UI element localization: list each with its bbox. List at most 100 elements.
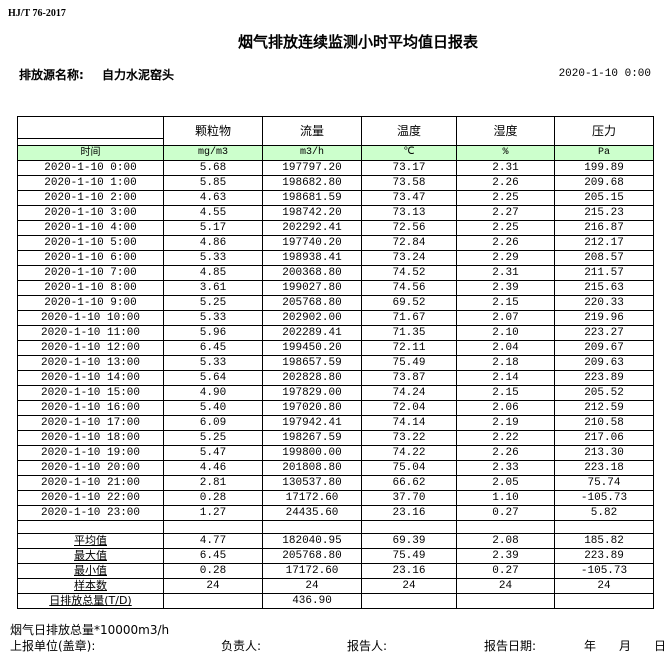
unit-row: 时间 mg/m3 m3/h ℃ % Pa	[17, 145, 654, 161]
column-header: 颗粒物	[163, 116, 263, 146]
value-cell: 5.82	[554, 505, 654, 521]
value-cell: 0.28	[163, 563, 263, 579]
value-cell: 2.04	[456, 340, 555, 356]
day-label: 日	[654, 639, 667, 653]
table-row: 2020-1-10 15:00 4.90 197829.00 74.24 2.15 205…	[17, 385, 654, 401]
unit-cell: ℃	[361, 145, 457, 161]
value-cell: 75.74	[554, 475, 654, 491]
blank-row	[17, 520, 654, 534]
value-cell: 213.30	[554, 445, 654, 461]
value-cell: 5.85	[163, 175, 263, 191]
value-cell: 198657.59	[262, 355, 362, 371]
row-label: 2020-1-10 17:00	[17, 415, 164, 431]
value-cell: 2.39	[456, 280, 555, 296]
value-cell: 5.68	[163, 160, 263, 176]
column-header: 压力	[554, 116, 654, 146]
value-cell: 202828.80	[262, 370, 362, 386]
value-cell: 5.96	[163, 325, 263, 341]
value-cell: 185.82	[554, 533, 654, 549]
row-label: 2020-1-10 18:00	[17, 430, 164, 446]
table-row: 2020-1-10 5:00 4.86 197740.20 72.84 2.26 212.…	[17, 235, 654, 251]
value-cell: 223.27	[554, 325, 654, 341]
value-cell: 2.05	[456, 475, 555, 491]
value-cell: 223.18	[554, 460, 654, 476]
header-corner	[17, 116, 164, 146]
value-cell: 4.55	[163, 205, 263, 221]
value-cell: 5.33	[163, 250, 263, 266]
value-cell: 210.58	[554, 415, 654, 431]
value-cell: 209.68	[554, 175, 654, 191]
row-label: 2020-1-10 19:00	[17, 445, 164, 461]
footer-note: 烟气日排放总量*10000m3/h	[10, 623, 170, 637]
row-label: 日排放总量(T/D)	[17, 593, 164, 609]
value-cell: 4.77	[163, 533, 263, 549]
row-label: 2020-1-10 5:00	[17, 235, 164, 251]
table-row: 2020-1-10 10:00 5.33 202902.00 71.67 2.07 219…	[17, 310, 654, 326]
value-cell: 71.67	[361, 310, 457, 326]
value-cell: 205.52	[554, 385, 654, 401]
value-cell: 2.19	[456, 415, 555, 431]
row-label: 2020-1-10 23:00	[17, 505, 164, 521]
stats-row: 最小值 0.28 17172.60 23.16 0.27 -105.73	[17, 563, 654, 579]
row-label: 最小值	[17, 563, 164, 579]
value-cell: 74.22	[361, 445, 457, 461]
value-cell	[554, 593, 654, 609]
value-cell: 212.17	[554, 235, 654, 251]
table-row: 2020-1-10 9:00 5.25 205768.80 69.52 2.15 220.…	[17, 295, 654, 311]
column-header: 流量	[262, 116, 362, 146]
row-label: 平均值	[17, 533, 164, 549]
value-cell: 2.26	[456, 445, 555, 461]
value-cell: 2.07	[456, 310, 555, 326]
table-row: 2020-1-10 12:00 6.45 199450.20 72.11 2.04 209…	[17, 340, 654, 356]
value-cell: 73.87	[361, 370, 457, 386]
table-row: 2020-1-10 19:00 5.47 199800.00 74.22 2.26 213…	[17, 445, 654, 461]
value-cell: 215.23	[554, 205, 654, 221]
value-cell: 1.27	[163, 505, 263, 521]
row-label: 2020-1-10 4:00	[17, 220, 164, 236]
value-cell: 2.26	[456, 235, 555, 251]
value-cell: 198267.59	[262, 430, 362, 446]
value-cell: 37.70	[361, 490, 457, 506]
value-cell: 436.90	[262, 593, 362, 609]
stats-row: 样本数 24 24 24 24 24	[17, 578, 654, 594]
value-cell: 4.85	[163, 265, 263, 281]
value-cell: 5.47	[163, 445, 263, 461]
value-cell: 200368.80	[262, 265, 362, 281]
table-row: 2020-1-10 22:00 0.28 17172.60 37.70 1.10 -105…	[17, 490, 654, 506]
value-cell: 209.67	[554, 340, 654, 356]
value-cell: 216.87	[554, 220, 654, 236]
value-cell: 2.06	[456, 400, 555, 416]
value-cell: 198938.41	[262, 250, 362, 266]
value-cell: 199.89	[554, 160, 654, 176]
value-cell: 199450.20	[262, 340, 362, 356]
value-cell: 6.45	[163, 340, 263, 356]
value-cell: 2.14	[456, 370, 555, 386]
row-label: 2020-1-10 12:00	[17, 340, 164, 356]
value-cell: 72.11	[361, 340, 457, 356]
blank-cell	[456, 520, 555, 534]
table-row: 2020-1-10 14:00 5.64 202828.80 73.87 2.14 223…	[17, 370, 654, 386]
value-cell: 74.14	[361, 415, 457, 431]
value-cell: 17172.60	[262, 490, 362, 506]
value-cell: 198742.20	[262, 205, 362, 221]
value-cell: 23.16	[361, 505, 457, 521]
table-row: 2020-1-10 18:00 5.25 198267.59 73.22 2.22 217…	[17, 430, 654, 446]
value-cell: 75.49	[361, 548, 457, 564]
value-cell: 223.89	[554, 370, 654, 386]
value-cell: 205.15	[554, 190, 654, 206]
value-cell	[163, 593, 263, 609]
value-cell: 69.52	[361, 295, 457, 311]
value-cell: 220.33	[554, 295, 654, 311]
report-table: 颗粒物 流量 温度 湿度 压力 时间 mg/m3 m3/h ℃ % Pa 202…	[17, 116, 654, 609]
value-cell: 199800.00	[262, 445, 362, 461]
row-label: 2020-1-10 7:00	[17, 265, 164, 281]
value-cell: -105.73	[554, 563, 654, 579]
table-row: 2020-1-10 21:00 2.81 130537.80 66.62 2.05 75.…	[17, 475, 654, 491]
value-cell: 2.39	[456, 548, 555, 564]
table-row: 2020-1-10 13:00 5.33 198657.59 75.49 2.18 209…	[17, 355, 654, 371]
table-row: 2020-1-10 16:00 5.40 197020.80 72.04 2.06 212…	[17, 400, 654, 416]
value-cell: 3.61	[163, 280, 263, 296]
value-cell: 24	[163, 578, 263, 594]
value-cell: 197020.80	[262, 400, 362, 416]
report-date-label: 报告日期:	[484, 639, 537, 653]
